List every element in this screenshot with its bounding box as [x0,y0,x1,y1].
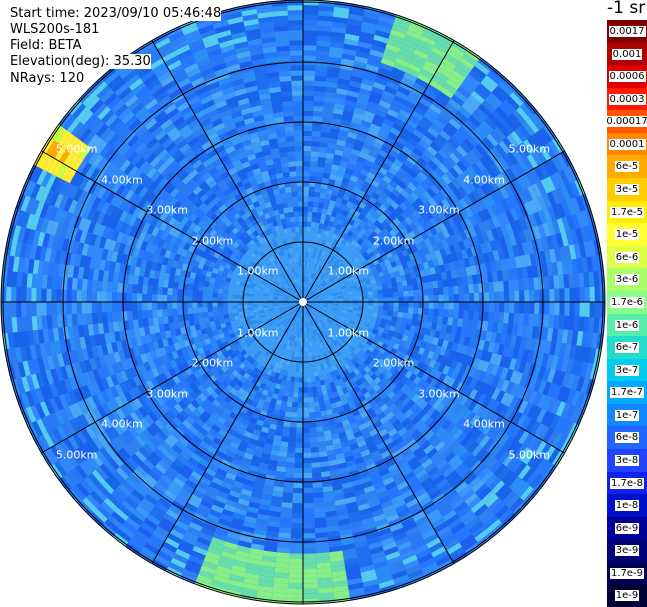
radar-origin [299,298,307,306]
colorbar-cell: 0.0001 [607,132,647,156]
colorbar-cell: 3e-8 [607,448,647,473]
colorbar-cell: 0.0006 [607,65,647,89]
start-time-label: Start time: 2023/09/10 05:46:48 [10,6,222,21]
colorbar-cell: 6e-9 [607,516,647,540]
range-label: 3.00km [146,387,188,400]
colorbar-cell: 3e-6 [607,268,647,292]
colorbar-tick-label: 0.0003 [608,93,646,105]
colorbar-tick-label: 6e-5 [614,161,640,173]
colorbar-tick-label: 1.7e-9 [609,567,645,579]
range-label: 4.00km [101,173,143,187]
colorbar-cell: 1.7e-8 [607,471,647,495]
range-label: 3.00km [417,203,460,217]
colorbar-cell: 6e-6 [607,245,647,269]
nrays-label: NRays: 120 [10,71,85,86]
colorbar-unit: -1 sr [607,0,646,18]
colorbar-tick-label: 3e-9 [614,545,640,557]
colorbar: 0.0017 0.001 0.0006 0.0003 0.00017 0.0001 6e-5… [605,20,647,607]
azimuth-spoke [302,150,565,303]
colorbar-tick-label: 1.7e-7 [609,387,645,399]
colorbar-tick-label: 1e-6 [614,319,640,331]
range-label: 2.00km [191,356,234,370]
colorbar-cell: 1e-8 [607,494,647,518]
range-label: 4.00km [463,173,505,187]
colorbar-cell: 0.0003 [607,87,647,111]
colorbar-tick-label: 3e-5 [614,184,640,196]
colorbar-cell: 1.7e-6 [607,290,647,314]
range-label: 5.00km [55,448,98,462]
colorbar-tick-label: 3e-8 [614,454,640,466]
colorbar-tick-label: 3e-7 [614,364,640,376]
instrument-label: WLS200s-181 [10,22,100,37]
ppi-plot [0,0,606,605]
azimuth-spoke [41,301,304,454]
colorbar-tick-label: 6e-6 [614,251,640,263]
colorbar-tick-label: 1e-7 [614,409,640,421]
colorbar-tick-label: 1.7e-8 [609,477,645,489]
colorbar-cell: 3e-7 [607,358,647,382]
colorbar-tick-label: 1e-8 [614,500,640,512]
colorbar-cell: 0.001 [607,42,647,66]
colorbar-cell: 1e-9 [607,584,647,607]
colorbar-tick-label: 0.0017 [608,26,646,38]
elevation-label: Elevation(deg): 35.30 [10,54,151,69]
colorbar-cell: 6e-5 [607,155,647,179]
range-label: 5.00km [55,142,98,156]
colorbar-tick-label: 6e-9 [614,522,640,534]
azimuth-spoke [302,301,455,564]
colorbar-tick-label: 1.7e-5 [609,206,645,218]
colorbar-cell: 1.7e-5 [607,200,647,224]
field-label: Field: BETA [10,38,82,53]
colorbar-cell: 3e-5 [607,178,647,202]
range-label: 2.00km [191,234,234,248]
range-label: 2.00km [372,234,415,248]
colorbar-cell: 6e-8 [607,426,647,450]
colorbar-cell: 1e-6 [607,313,647,337]
colorbar-tick-label: 3e-6 [614,274,640,286]
range-label: 5.00km [508,142,551,156]
colorbar-tick-label: 1e-5 [614,229,640,241]
colorbar-tick-label: 1.7e-6 [609,296,645,308]
range-label: 2.00km [372,356,415,370]
colorbar-tick-label: 6e-7 [614,342,640,354]
range-label: 1.00km [236,326,279,339]
range-label: 4.00km [463,417,505,431]
colorbar-cell: 0.00017 [605,110,647,134]
colorbar-tick-label: 0.0006 [608,71,646,83]
range-label: 3.00km [417,387,460,400]
colorbar-cell: 1.7e-9 [607,561,647,585]
colorbar-tick-label: 0.001 [611,48,643,60]
colorbar-cell: 0.0017 [607,20,647,44]
azimuth-spoke [41,150,304,303]
range-label: 1.00km [327,326,370,339]
azimuth-spoke [302,40,455,303]
range-label: 5.00km [508,448,551,462]
colorbar-cell: 1e-5 [607,223,647,247]
range-label: 3.00km [146,203,188,217]
colorbar-tick-label: 6e-8 [614,432,640,444]
range-rings [0,0,606,605]
azimuth-spoke [302,301,565,454]
range-label: 1.00km [236,264,279,278]
azimuth-spoke [151,301,304,564]
colorbar-cell: 6e-7 [607,336,647,360]
colorbar-cell: 1e-7 [607,403,647,427]
colorbar-tick-label: 0.0001 [608,138,646,150]
colorbar-cell: 3e-9 [607,539,647,563]
range-label: 1.00km [327,264,370,278]
colorbar-cell: 1.7e-7 [607,381,647,405]
azimuth-spoke [151,40,304,303]
colorbar-tick-label: 0.00017 [605,116,647,128]
range-label: 4.00km [101,417,143,431]
colorbar-tick-label: 1e-9 [614,590,640,602]
